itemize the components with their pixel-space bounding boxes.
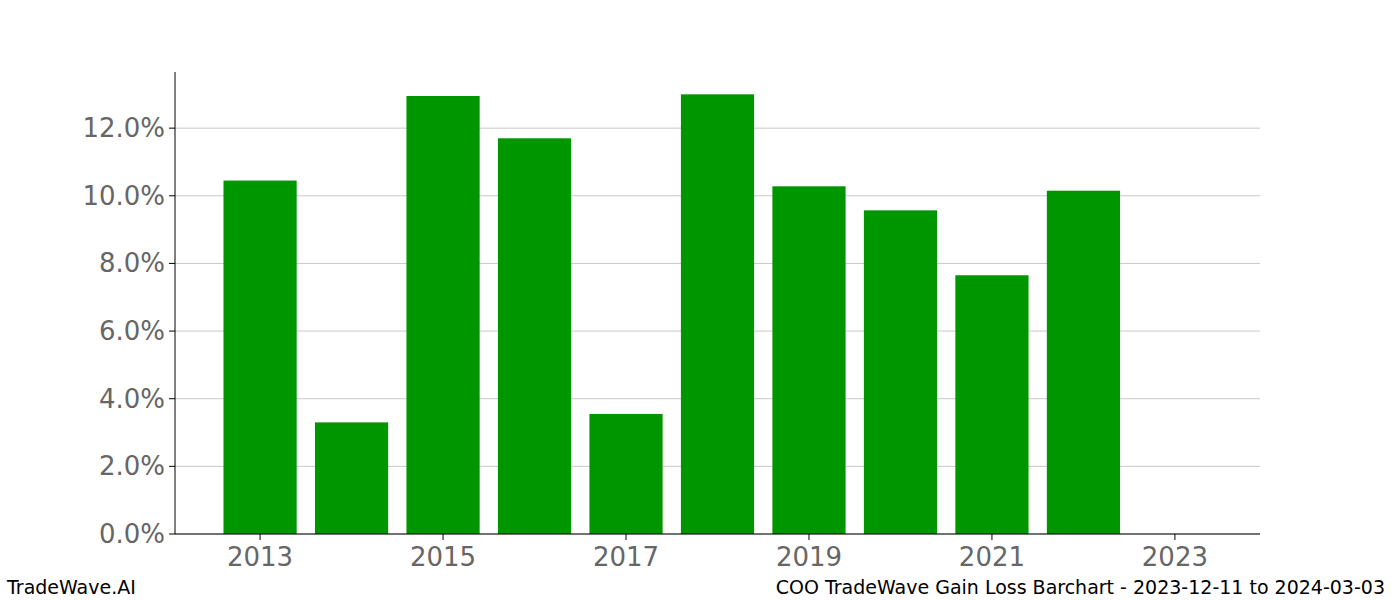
y-tick-label: 4.0%: [99, 384, 165, 414]
bar: [406, 96, 479, 534]
bar: [955, 275, 1028, 534]
y-tick: [169, 128, 175, 129]
y-tick-label: 8.0%: [99, 248, 165, 278]
y-tick-label: 6.0%: [99, 316, 165, 346]
bar: [223, 181, 296, 534]
y-axis: [175, 72, 176, 534]
bars: [223, 94, 1120, 534]
grid-line: [175, 534, 1260, 535]
x-tick: [1174, 534, 1175, 540]
bar: [589, 414, 662, 534]
x-tick-label: 2019: [776, 542, 842, 572]
bar: [864, 210, 937, 534]
y-tick: [169, 331, 175, 332]
y-tick: [169, 398, 175, 399]
y-tick-label: 0.0%: [99, 519, 165, 549]
y-tick: [169, 263, 175, 264]
chart: 0.0% 2.0% 4.0% 6.0% 8.0% 10.0% 12.0% 2013 2015 20…: [0, 0, 1400, 600]
bar: [1047, 191, 1120, 534]
y-tick-label: 12.0%: [82, 113, 165, 143]
bar: [315, 422, 388, 534]
x-tick-label: 2021: [959, 542, 1025, 572]
x-tick: [808, 534, 809, 540]
x-tick: [443, 534, 444, 540]
x-axis: [175, 534, 1260, 535]
x-tick-label: 2015: [410, 542, 476, 572]
x-tick: [991, 534, 992, 540]
y-tick: [169, 534, 175, 535]
bar: [681, 94, 754, 534]
y-tick-label: 2.0%: [99, 451, 165, 481]
x-tick-label: 2023: [1142, 542, 1208, 572]
y-tick: [169, 466, 175, 467]
title: COO TradeWave Gain Loss Barchart - 2023-…: [776, 576, 1385, 598]
x-tick-label: 2017: [593, 542, 659, 572]
y-tick-label: 10.0%: [82, 181, 165, 211]
y-tick: [169, 195, 175, 196]
watermark: TradeWave.AI: [6, 576, 136, 598]
x-tick: [260, 534, 261, 540]
bar: [772, 186, 845, 534]
bar: [498, 138, 571, 534]
x-tick: [626, 534, 627, 540]
x-tick-label: 2013: [227, 542, 293, 572]
